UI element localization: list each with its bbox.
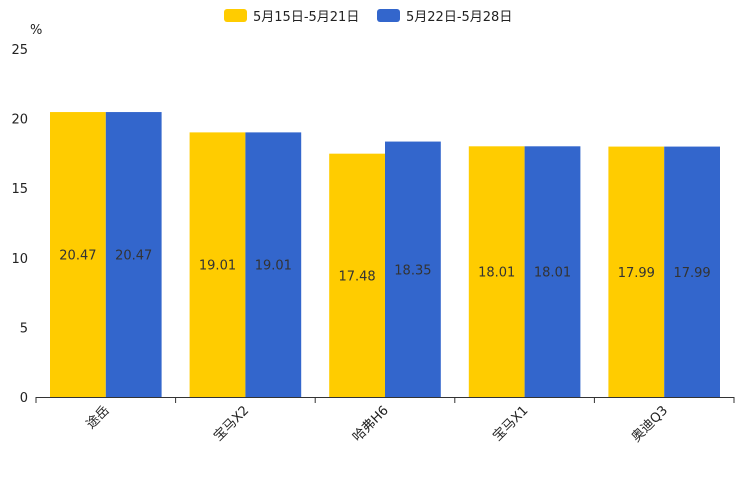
bar (608, 146, 665, 397)
bar (105, 112, 162, 397)
data-label: 18.01 (478, 266, 515, 281)
bar (329, 153, 385, 397)
data-label: 18.35 (394, 263, 431, 278)
y-tick-label: 25 (11, 43, 28, 58)
bar (664, 146, 720, 397)
bar (524, 146, 581, 397)
bar (385, 141, 441, 397)
bar (245, 132, 302, 397)
legend-label-0: 5月15日-5月21日 (253, 10, 359, 25)
data-label: 17.48 (338, 269, 375, 284)
bars: 20.47 20.47 19.01 19.01 17.48 18.35 18.01 18.01… (50, 112, 720, 397)
x-tick-label: 奥迪Q3 (629, 403, 671, 445)
y-tick-label: 20 (11, 113, 28, 128)
x-tick-label: 宝马X2 (211, 403, 252, 444)
data-label: 17.99 (673, 266, 710, 281)
legend-swatch-0 (224, 9, 247, 22)
data-label: 19.01 (255, 259, 292, 274)
data-label: 20.47 (59, 249, 96, 264)
y-tick-label: 15 (11, 182, 28, 197)
y-tick-label: 0 (20, 391, 28, 406)
x-tick-label: 哈弗H6 (350, 403, 392, 445)
legend: 5月15日-5月21日 5月22日-5月28日 (224, 9, 512, 25)
data-label: 18.01 (534, 266, 571, 281)
data-label: 19.01 (199, 259, 236, 274)
y-tick-label: 5 (20, 321, 28, 336)
y-axis-unit-label: % (30, 23, 42, 38)
data-label: 20.47 (115, 249, 152, 264)
bar (50, 112, 106, 397)
data-label: 17.99 (618, 266, 655, 281)
bar (468, 146, 525, 397)
legend-swatch-1 (377, 9, 400, 22)
x-tick-label: 途岳 (83, 403, 113, 433)
bar (189, 132, 246, 397)
y-tick-label: 10 (11, 252, 28, 267)
legend-label-1: 5月22日-5月28日 (406, 10, 512, 25)
x-tick-label: 宝马X1 (490, 403, 531, 444)
x-axis: 途岳 宝马X2 哈弗H6 宝马X1 奥迪Q3 (35, 397, 735, 445)
y-axis: 0 5 10 15 20 25 (11, 43, 28, 406)
